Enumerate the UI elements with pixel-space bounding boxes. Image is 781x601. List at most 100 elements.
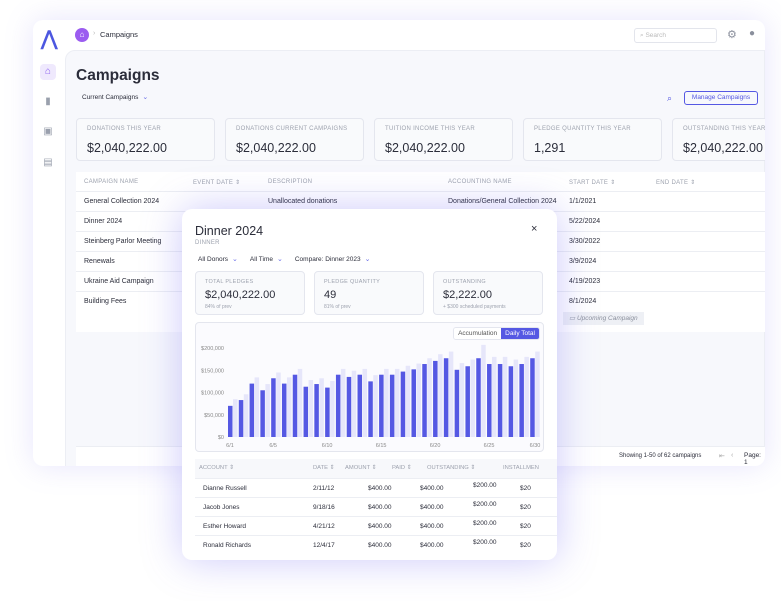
stat-label: Pledge quantity this year xyxy=(534,126,631,132)
daily-total-bar xyxy=(249,383,255,437)
compare-bar xyxy=(416,363,421,437)
cell-name: Steinberg Parlor Meeting xyxy=(84,238,162,245)
prev-page-icon[interactable]: ‹ xyxy=(731,452,734,459)
search-input[interactable]: ⌕ Search xyxy=(634,28,717,43)
table-icon[interactable]: ▤ xyxy=(43,157,53,168)
manage-campaigns-button[interactable]: Manage Campaigns xyxy=(684,91,758,105)
compare-bar xyxy=(438,354,443,437)
filter-label: All Donors xyxy=(198,256,228,263)
stat-value: $2,040,222.00 xyxy=(385,141,465,155)
table-row[interactable]: Ronald Richards 12/4/17 $400.00 $400.00 $200… xyxy=(195,535,557,554)
daily-total-bar xyxy=(379,374,384,437)
chevron-down-icon: ⌄ xyxy=(276,256,283,263)
table-cell: Dianne Russell xyxy=(203,485,247,492)
column-header[interactable]: End Date ⇕ xyxy=(656,180,696,186)
table-row[interactable]: Esther Howard 4/21/12 $400.00 $400.00 $200.0… xyxy=(195,516,557,535)
search-icon[interactable]: ⌕ xyxy=(667,93,673,103)
daily-total-bar xyxy=(303,386,309,437)
pledges-table: ACCOUNT ⇕ DATE ⇕ AMOUNT ⇕ PAID ⇕ OUTSTANDING… xyxy=(195,459,557,554)
breadcrumb-home-icon[interactable]: ⌂ xyxy=(75,28,89,42)
stat-card: Donations this year $2,040,222.00 xyxy=(76,118,215,161)
column-header[interactable]: Event Date ⇕ xyxy=(193,180,241,186)
pagination-summary: Showing 1-50 of 62 campaigns xyxy=(619,453,702,459)
badge-label: Upcoming Campaign xyxy=(576,315,638,322)
table-cell: $400.00 xyxy=(420,485,444,492)
chart-icon[interactable]: ▮ xyxy=(45,96,51,107)
compare-bar xyxy=(254,377,260,437)
daily-total-bar xyxy=(443,358,449,437)
x-tick-label: 6/30 xyxy=(530,443,541,449)
cell-accounting: Donations/General Collection 2024 xyxy=(448,198,557,205)
compare-bar xyxy=(394,368,400,437)
home-icon[interactable]: ⌂ xyxy=(40,64,56,80)
column-header[interactable]: ACCOUNT ⇕ xyxy=(199,465,235,471)
stat-label: Tuition income this year xyxy=(385,126,475,132)
table-row[interactable]: Dianne Russell 2/11/12 $400.00 $400.00 $200.… xyxy=(195,478,557,497)
close-icon[interactable]: × xyxy=(531,223,538,235)
user-icon[interactable]: ● xyxy=(749,28,756,39)
chevron-down-icon: ⌄ xyxy=(231,256,238,263)
daily-total-bar xyxy=(346,376,352,437)
toggle-accumulation[interactable]: Accumulation xyxy=(454,328,502,339)
y-tick-label: $200,000 xyxy=(201,346,224,352)
compare-bar xyxy=(233,399,238,437)
table-row[interactable]: Jacob Jones 9/18/16 $400.00 $400.00 $200.00 $… xyxy=(195,497,557,516)
gear-icon[interactable]: ⚙ xyxy=(727,29,737,41)
card-value: 49 xyxy=(324,289,337,301)
stat-card: Pledge quantity this year 1,291 xyxy=(523,118,662,161)
cell-name: Renewals xyxy=(84,258,115,265)
modal-filter-dropdown[interactable]: All Donors ⌄ xyxy=(198,255,238,263)
cell-name: General Collection 2024 xyxy=(84,198,160,205)
table-row[interactable]: General Collection 2024 Unallocated donat… xyxy=(76,191,765,211)
stat-label: Donations this year xyxy=(87,126,162,132)
column-header: Accounting Name xyxy=(448,179,512,185)
table-cell: $400.00 xyxy=(368,542,392,549)
daily-total-bar xyxy=(357,374,363,437)
daily-total-bar xyxy=(228,405,233,437)
stat-value: $2,040,222.00 xyxy=(236,141,316,155)
first-page-icon[interactable]: ⇤ xyxy=(719,453,725,460)
cell-start: 4/19/2023 xyxy=(569,278,601,285)
column-header[interactable]: Start Date ⇕ xyxy=(569,180,616,186)
cell-start: 1/1/2021 xyxy=(569,198,597,205)
stat-value: 1,291 xyxy=(534,141,566,155)
table-cell: $200.00 xyxy=(473,539,497,546)
toggle-daily-total[interactable]: Daily Total xyxy=(501,328,539,339)
compare-bar xyxy=(308,380,314,437)
table-cell: Esther Howard xyxy=(203,523,246,530)
stat-label: Donations current campaigns xyxy=(236,126,348,132)
card-value: $2,222.00 xyxy=(443,289,492,301)
column-header[interactable]: PAID ⇕ xyxy=(392,465,412,471)
campaign-filter-dropdown[interactable]: Current Campaigns ⌄ xyxy=(82,93,148,101)
modal-filter-dropdown[interactable]: Compare: Dinner 2023 ⌄ xyxy=(295,255,371,263)
compare-bar xyxy=(513,359,519,437)
x-tick-label: 6/1 xyxy=(226,443,234,449)
cell-name: Building Fees xyxy=(84,298,127,305)
column-header[interactable]: DATE ⇕ xyxy=(313,465,335,471)
column-header[interactable]: AMOUNT ⇕ xyxy=(345,465,377,471)
y-tick-label: $0 xyxy=(218,435,224,441)
compare-bar xyxy=(286,377,292,437)
compare-bar xyxy=(330,380,335,437)
campaign-detail-modal: Dinner 2024 DINNER × All Donors ⌄ All Time… xyxy=(182,209,557,560)
chevron-down-icon: ⌄ xyxy=(364,256,371,263)
column-header[interactable]: OUTSTANDING ⇕ xyxy=(427,465,476,471)
table-cell: $200.00 xyxy=(473,501,497,508)
table-cell: $400.00 xyxy=(420,504,444,511)
y-tick-label: $50,000 xyxy=(204,413,224,419)
table-cell: $400.00 xyxy=(368,523,392,530)
gift-icon[interactable]: ▣ xyxy=(43,126,53,137)
daily-total-bar xyxy=(314,384,319,437)
chevron-down-icon: ⌄ xyxy=(142,94,149,101)
modal-filter-dropdown[interactable]: All Time ⌄ xyxy=(250,255,283,263)
column-header[interactable]: INSTALLMEN xyxy=(503,465,539,471)
compare-bar xyxy=(319,378,324,437)
compare-bar xyxy=(405,365,411,437)
compare-bar xyxy=(384,368,389,437)
compare-bar xyxy=(297,368,303,437)
table-cell: $200.00 xyxy=(473,482,497,489)
compare-bar xyxy=(362,368,368,437)
table-cell: 12/4/17 xyxy=(313,542,335,549)
table-cell: $20 xyxy=(520,542,531,549)
table-cell: $400.00 xyxy=(420,542,444,549)
